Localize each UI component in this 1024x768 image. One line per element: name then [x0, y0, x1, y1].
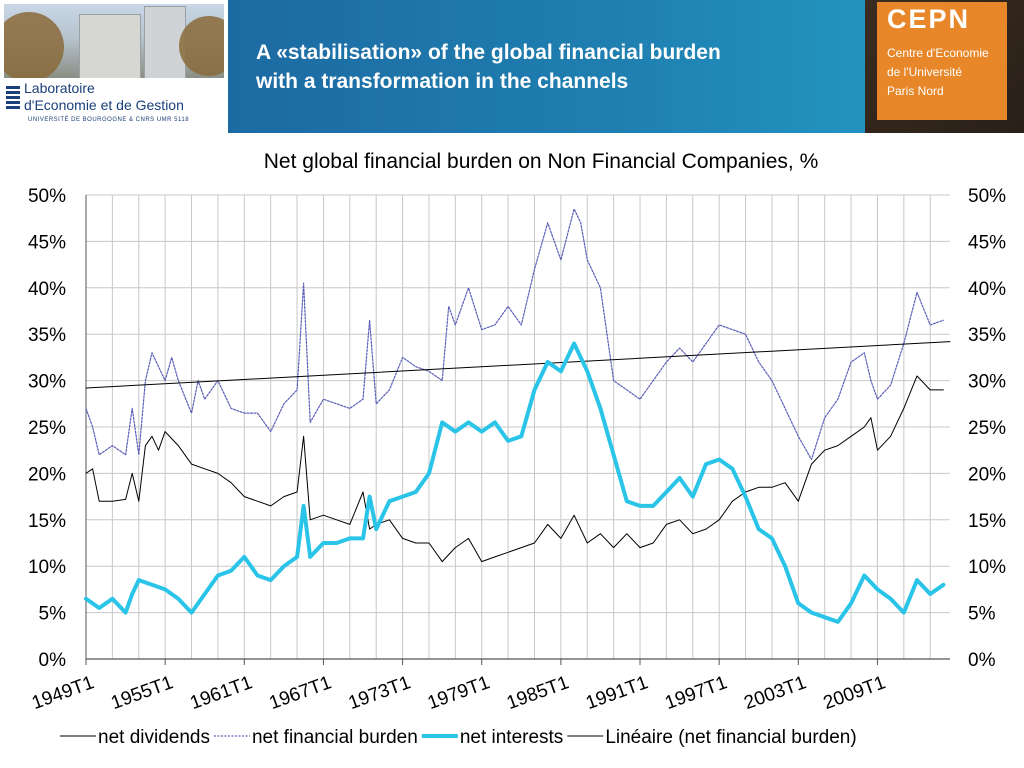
x-tick-label: 1985T1: [504, 672, 572, 714]
x-tick-label: 1955T1: [108, 672, 176, 714]
x-tick-label: 1949T1: [29, 672, 97, 714]
slide-header: Laboratoire d'Economie et de Gestion UNI…: [0, 0, 1024, 133]
x-tick-label: 2009T1: [821, 672, 889, 714]
series-net-dividends: [85, 375, 944, 563]
y-axis-left: 0% 5% 10% 15% 20% 25% 30% 35% 40% 45% 50%: [28, 186, 66, 671]
y-tick-label-left: 25%: [28, 418, 66, 439]
y-tick-label-left: 50%: [28, 186, 66, 207]
lab-name-line1: Laboratoire: [24, 80, 95, 96]
x-tick-label: 1991T1: [583, 672, 651, 714]
y-tick-label-left: 0%: [39, 650, 67, 671]
slide-title-line1: A «stabilisation» of the global financia…: [256, 41, 721, 64]
y-tick-label-left: 30%: [28, 372, 66, 393]
y-tick-label-left: 35%: [28, 325, 66, 346]
x-tick-label: 2003T1: [741, 672, 809, 714]
x-tick-label: 1967T1: [267, 672, 335, 714]
y-tick-label-right: 15%: [968, 511, 1006, 532]
slide-title: A «stabilisation» of the global financia…: [256, 38, 846, 96]
legend-label: net financial burden: [252, 727, 418, 748]
x-tick-label: 1961T1: [187, 672, 255, 714]
lab-name-line2: d'Economie et de Gestion: [24, 97, 184, 113]
y-tick-label-right: 35%: [968, 325, 1006, 346]
y-tick-label-right: 45%: [968, 232, 1006, 253]
series-net-financial-burden: [85, 208, 944, 461]
y-tick-label-right: 40%: [968, 279, 1006, 300]
y-tick-label-right: 50%: [968, 186, 1006, 207]
cepn-name: CEPN: [887, 4, 971, 34]
x-tick-label: 1973T1: [346, 672, 414, 714]
lab-name-line3: UNIVERSITÉ DE BOURGOGNE & CNRS UMR 5118: [28, 117, 190, 123]
x-tick-label: 1979T1: [425, 672, 493, 714]
chart-title: Net global financial burden on Non Finan…: [264, 150, 819, 173]
cepn-badge: CEPN Centre d'Economie de l'Université P…: [877, 2, 1007, 120]
series-lin-aire-net-financial-burden: [85, 341, 951, 389]
y-tick-label-left: 20%: [28, 464, 66, 485]
chart-grid: [85, 194, 950, 660]
building-photo: [4, 4, 224, 78]
chart: Net global financial burden on Non Finan…: [28, 150, 1006, 748]
legend-label: Linéaire (net financial burden): [605, 727, 856, 748]
y-tick-label-right: 10%: [968, 557, 1006, 578]
lab-logo: Laboratoire d'Economie et de Gestion UNI…: [0, 0, 228, 133]
y-tick-label-right: 5%: [968, 604, 996, 625]
y-tick-label-right: 20%: [968, 464, 1006, 485]
lab-mark-icon: [6, 84, 20, 114]
y-tick-label-left: 45%: [28, 232, 66, 253]
legend-label: net dividends: [98, 727, 210, 748]
legend-label: net interests: [460, 727, 564, 748]
y-axis-right: 0% 5% 10% 15% 20% 25% 30% 35% 40% 45% 50%: [968, 186, 1006, 671]
y-tick-label-left: 5%: [39, 604, 67, 625]
chart-legend: net dividends net financial burden net int…: [60, 727, 857, 748]
chart-series: [84, 208, 951, 624]
y-tick-label-right: 0%: [968, 650, 996, 671]
series-net-interests: [84, 341, 946, 624]
y-tick-label-right: 30%: [968, 372, 1006, 393]
cepn-line3: Paris Nord: [887, 84, 944, 98]
cepn-logo: CEPN Centre d'Economie de l'Université P…: [865, 0, 1024, 133]
slide-title-line2: with a transformation in the channels: [256, 70, 629, 93]
cepn-line1: Centre d'Economie: [887, 46, 989, 60]
cepn-line2: de l'Université: [887, 65, 962, 79]
y-tick-label-left: 40%: [28, 279, 66, 300]
y-tick-label-left: 10%: [28, 557, 66, 578]
x-tick-label: 1997T1: [662, 672, 730, 714]
y-tick-label-right: 25%: [968, 418, 1006, 439]
y-tick-label-left: 15%: [28, 511, 66, 532]
